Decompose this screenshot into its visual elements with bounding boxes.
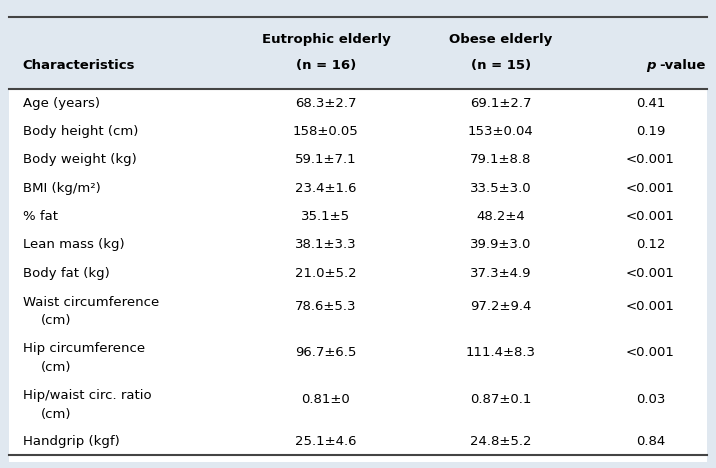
Text: (n = 15): (n = 15) — [470, 58, 531, 72]
Text: 37.3±4.9: 37.3±4.9 — [470, 267, 531, 280]
Text: 69.1±2.7: 69.1±2.7 — [470, 96, 531, 110]
Text: <0.001: <0.001 — [626, 300, 675, 313]
Text: 48.2±4: 48.2±4 — [476, 210, 525, 223]
Text: -value: -value — [659, 58, 706, 72]
Text: 78.6±5.3: 78.6±5.3 — [295, 300, 357, 313]
Text: <0.001: <0.001 — [626, 182, 675, 195]
Text: 0.87±0.1: 0.87±0.1 — [470, 393, 531, 406]
Text: 153±0.04: 153±0.04 — [468, 125, 533, 138]
Text: 24.8±5.2: 24.8±5.2 — [470, 435, 531, 448]
Text: (n = 16): (n = 16) — [296, 58, 356, 72]
Text: BMI (kg/m²): BMI (kg/m²) — [23, 182, 100, 195]
Text: Waist circumference: Waist circumference — [23, 296, 159, 309]
Text: (cm): (cm) — [41, 408, 71, 421]
Text: (cm): (cm) — [41, 314, 71, 328]
Text: 68.3±2.7: 68.3±2.7 — [295, 96, 357, 110]
Text: Lean mass (kg): Lean mass (kg) — [23, 238, 125, 251]
Text: 0.84: 0.84 — [636, 435, 665, 448]
Text: 38.1±3.3: 38.1±3.3 — [295, 238, 357, 251]
Text: Hip circumference: Hip circumference — [23, 343, 145, 355]
Text: 97.2±9.4: 97.2±9.4 — [470, 300, 531, 313]
Text: Characteristics: Characteristics — [23, 58, 135, 72]
Text: 79.1±8.8: 79.1±8.8 — [470, 154, 531, 166]
Text: <0.001: <0.001 — [626, 346, 675, 359]
Text: 0.41: 0.41 — [636, 96, 665, 110]
Text: Handgrip (kgf): Handgrip (kgf) — [23, 435, 120, 448]
Text: Hip/waist circ. ratio: Hip/waist circ. ratio — [23, 389, 151, 402]
Text: <0.001: <0.001 — [626, 154, 675, 166]
Text: Eutrophic elderly: Eutrophic elderly — [261, 33, 390, 46]
Text: 111.4±8.3: 111.4±8.3 — [465, 346, 536, 359]
Text: 25.1±4.6: 25.1±4.6 — [295, 435, 357, 448]
Text: 35.1±5: 35.1±5 — [301, 210, 350, 223]
Text: (cm): (cm) — [41, 361, 71, 374]
Text: Body fat (kg): Body fat (kg) — [23, 267, 110, 280]
Text: 0.03: 0.03 — [636, 393, 665, 406]
Text: <0.001: <0.001 — [626, 210, 675, 223]
Text: 23.4±1.6: 23.4±1.6 — [295, 182, 357, 195]
Text: Obese elderly: Obese elderly — [449, 33, 552, 46]
Text: 0.81±0: 0.81±0 — [301, 393, 350, 406]
Text: 0.12: 0.12 — [636, 238, 665, 251]
Text: p: p — [646, 58, 655, 72]
Text: 33.5±3.0: 33.5±3.0 — [470, 182, 531, 195]
Text: 158±0.05: 158±0.05 — [293, 125, 359, 138]
Text: <0.001: <0.001 — [626, 267, 675, 280]
Text: 0.19: 0.19 — [636, 125, 665, 138]
Text: Age (years): Age (years) — [23, 96, 100, 110]
Text: 96.7±6.5: 96.7±6.5 — [295, 346, 357, 359]
FancyBboxPatch shape — [9, 15, 707, 462]
Text: 59.1±7.1: 59.1±7.1 — [295, 154, 357, 166]
Text: % fat: % fat — [23, 210, 58, 223]
Text: 39.9±3.0: 39.9±3.0 — [470, 238, 531, 251]
Text: 21.0±5.2: 21.0±5.2 — [295, 267, 357, 280]
FancyBboxPatch shape — [9, 15, 707, 89]
Text: Body weight (kg): Body weight (kg) — [23, 154, 137, 166]
Text: Body height (cm): Body height (cm) — [23, 125, 138, 138]
